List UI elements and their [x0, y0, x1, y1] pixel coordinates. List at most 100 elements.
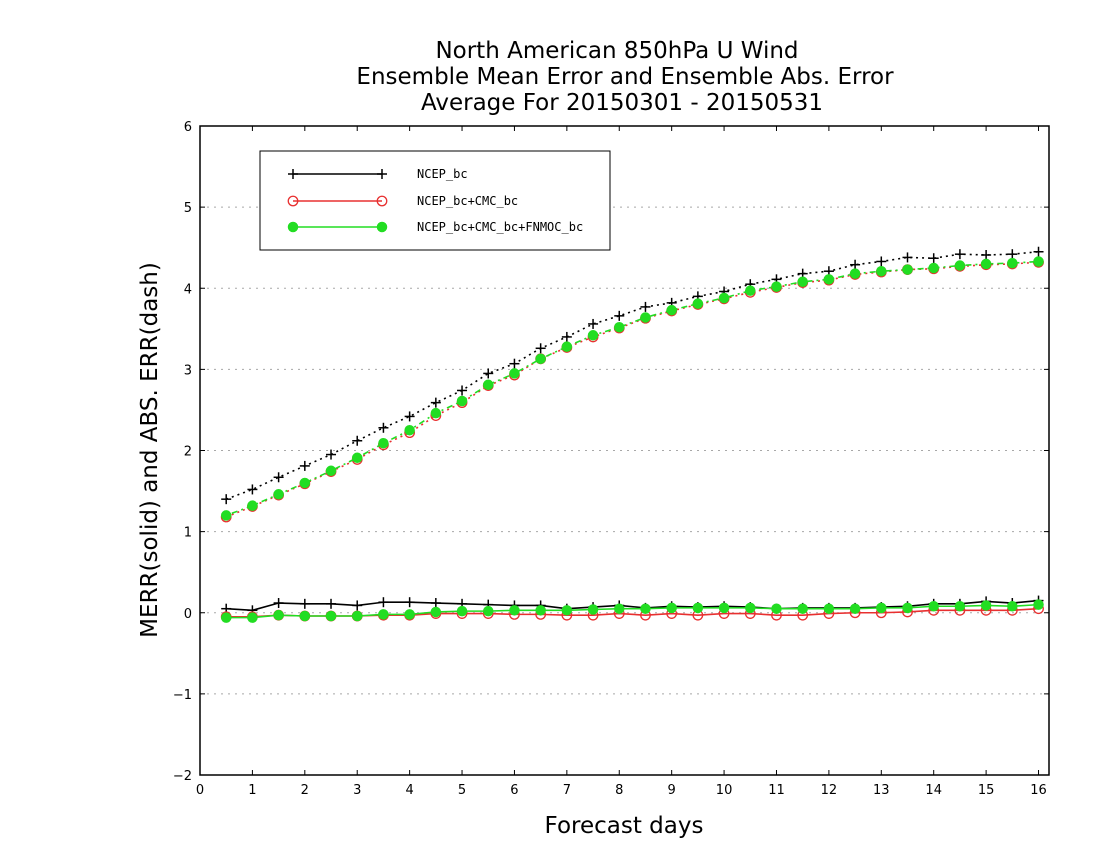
abs-err-point	[692, 298, 704, 309]
x-tick-label: 2	[301, 783, 309, 798]
x-tick-label: 15	[978, 783, 995, 798]
merr-point	[771, 603, 782, 614]
legend-marker-end	[377, 169, 387, 179]
abs-err-point	[718, 292, 730, 304]
abs-err-point	[823, 274, 835, 285]
x-tick-label: 11	[768, 783, 785, 798]
legend-marker-end	[376, 195, 388, 207]
abs-err-point	[666, 304, 677, 316]
legend-marker-end	[376, 221, 388, 233]
series-0	[221, 246, 1044, 616]
series-1	[220, 256, 1044, 623]
abs-err-point	[299, 477, 311, 489]
x-tick-label: 9	[668, 783, 676, 798]
merr-point	[456, 605, 468, 617]
merr-point	[666, 602, 677, 614]
merr-point	[430, 606, 442, 618]
abs-err-point	[850, 259, 861, 270]
abs-err-point	[456, 395, 468, 407]
abs-err-point	[902, 252, 913, 263]
y-tick-label: 2	[184, 445, 192, 460]
y-axis-label: MERR(solid) and ABS. ERR(dash)	[137, 262, 163, 638]
abs-err-point	[1033, 256, 1044, 267]
merr-point	[849, 603, 861, 614]
abs-err-point	[509, 358, 520, 369]
abs-err-point	[587, 330, 599, 341]
abs-err-point	[561, 331, 572, 342]
abs-err-point	[1033, 246, 1044, 257]
abs-err-point	[404, 424, 415, 436]
merr-point	[692, 602, 704, 614]
x-tick-label: 14	[925, 783, 942, 798]
merr-point	[980, 600, 992, 611]
abs-err-point	[561, 341, 573, 352]
merr-point	[954, 601, 966, 612]
legend-marker-start	[288, 169, 298, 179]
y-tick-label: 3	[184, 363, 192, 378]
legend-label: NCEP_bc	[417, 167, 468, 181]
abs-err-point	[981, 249, 992, 260]
merr-point	[299, 598, 310, 609]
x-tick-label: 1	[248, 783, 256, 798]
merr-point	[326, 598, 337, 609]
merr-point	[614, 603, 625, 614]
x-tick-label: 0	[196, 783, 204, 798]
merr-point	[352, 600, 363, 611]
abs-err-point	[876, 265, 887, 277]
x-tick-label: 13	[873, 783, 890, 798]
x-tick-label: 7	[563, 783, 571, 798]
legend: NCEP_bc NCEP_bc+CMC_bc NCEP_bc+CMC_bc+FNMO…	[259, 150, 611, 251]
x-tick-label: 10	[716, 783, 733, 798]
merr-point	[273, 609, 284, 621]
legend-item-1: NCEP_bc+CMC_bc	[287, 194, 518, 208]
merr-point	[797, 603, 808, 614]
abs-err-point	[954, 249, 965, 260]
abs-err-point	[771, 281, 782, 292]
y-tick-label: 1	[184, 526, 192, 541]
x-tick-label: 12	[821, 783, 838, 798]
merr-point	[640, 603, 651, 614]
abs-err-point	[876, 256, 887, 267]
merr-point	[1007, 601, 1018, 612]
abs-err-point	[640, 301, 651, 312]
abs-err-point	[299, 460, 310, 471]
abs-err-point	[928, 262, 939, 274]
merr-point	[351, 610, 363, 622]
merr-point	[299, 610, 311, 622]
abs-err-point	[640, 312, 651, 323]
legend-label: NCEP_bc+CMC_bc	[417, 194, 518, 208]
abs-err-point	[614, 321, 625, 333]
merr-point	[220, 612, 232, 623]
abs-err-point	[980, 258, 992, 270]
abs-err-point	[535, 353, 546, 365]
legend-label: NCEP_bc+CMC_bc+FNMOC_bc	[417, 220, 583, 234]
abs-err-point	[247, 500, 258, 511]
merr-point	[928, 601, 939, 612]
merr-point	[273, 598, 284, 609]
merr-point	[823, 603, 835, 614]
legend-item-0: NCEP_bc	[288, 167, 468, 181]
merr-point	[718, 602, 730, 614]
merr-point	[561, 605, 573, 616]
y-tick-label: 5	[184, 201, 192, 216]
abs-err-point	[430, 407, 442, 419]
title-line-1: North American 850hPa U Wind	[435, 38, 798, 64]
abs-err-point	[588, 318, 599, 329]
abs-err-point	[745, 285, 756, 296]
title-line-2: Ensemble Mean Error and Ensemble Abs. Er…	[356, 64, 894, 90]
abs-err-point	[1007, 257, 1018, 269]
abs-err-point	[351, 452, 363, 464]
legend-marker-start	[287, 221, 299, 233]
y-tick-label: 6	[184, 120, 192, 135]
legend-item-2: NCEP_bc+CMC_bc+FNMOC_bc	[287, 220, 583, 234]
x-tick-label: 8	[615, 783, 623, 798]
series-abs-err-line	[225, 260, 1039, 517]
merr-point	[535, 605, 546, 616]
x-tick-label: 16	[1030, 783, 1047, 798]
y-tick-label: −1	[173, 688, 192, 703]
abs-err-point	[378, 437, 389, 449]
abs-err-point	[483, 368, 494, 379]
abs-err-point	[928, 253, 939, 264]
abs-err-point	[247, 484, 258, 495]
